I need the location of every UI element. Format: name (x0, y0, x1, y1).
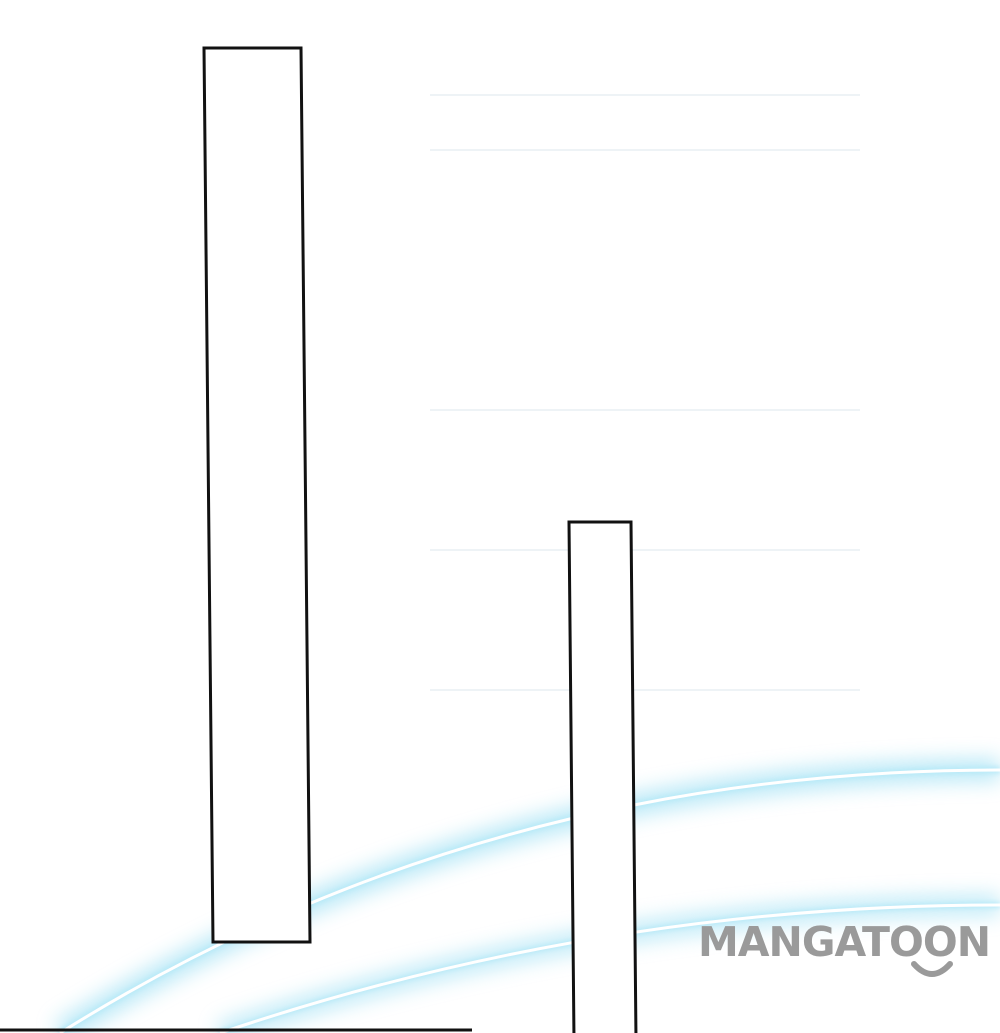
speed-lines (430, 94, 860, 691)
pillar-right (567, 520, 638, 1033)
watermark-logo: MANGATOON (698, 918, 1000, 988)
watermark-text: MANGATOON (698, 918, 991, 966)
glow-arc-upper (54, 759, 1000, 1033)
smile-icon (911, 961, 953, 977)
pillar-left (202, 46, 312, 944)
